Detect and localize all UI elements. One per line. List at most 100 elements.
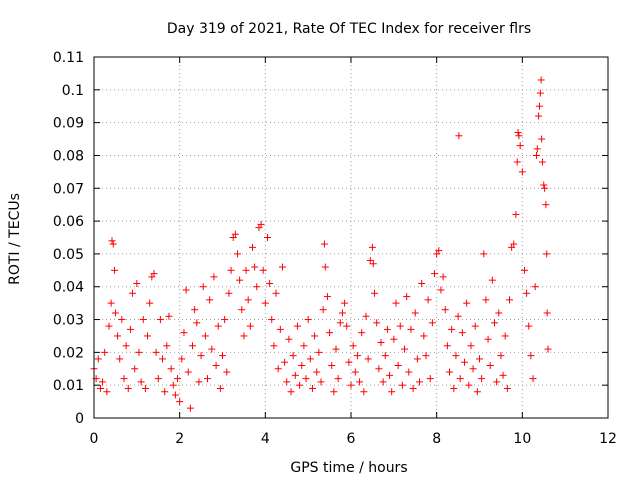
data-point (156, 316, 164, 324)
data-point (287, 388, 295, 396)
data-point (503, 384, 511, 392)
grid-lines (94, 57, 608, 418)
data-point (283, 378, 291, 386)
data-point (259, 266, 267, 274)
data-points (90, 76, 552, 412)
data-point (94, 355, 102, 363)
data-point (538, 135, 546, 143)
data-point (231, 230, 239, 238)
data-point (533, 145, 541, 153)
data-point (501, 332, 509, 340)
data-point (458, 329, 466, 337)
data-point (219, 352, 226, 360)
data-point (486, 361, 494, 369)
data-point (321, 263, 329, 271)
data-point (176, 398, 184, 406)
data-point (413, 355, 421, 363)
data-point (375, 365, 383, 373)
data-point (289, 352, 297, 360)
data-point (529, 375, 537, 383)
data-point (480, 250, 488, 258)
data-point (291, 371, 299, 379)
data-point (266, 279, 274, 287)
data-point (435, 247, 443, 255)
data-point (455, 132, 463, 140)
data-point (268, 316, 276, 324)
x-axis-label: GPS time / hours (290, 460, 407, 476)
data-point (379, 378, 387, 386)
y-tick-label: 0.07 (53, 181, 84, 197)
data-point (394, 361, 402, 369)
data-point (495, 309, 503, 317)
data-point (103, 388, 111, 396)
data-point (532, 151, 540, 159)
data-point (420, 332, 428, 340)
data-point (261, 299, 269, 307)
data-point (518, 168, 526, 176)
data-point (469, 365, 477, 373)
data-point (356, 378, 364, 386)
data-point (313, 368, 321, 376)
data-point (135, 348, 143, 356)
data-point (328, 361, 336, 369)
data-point (443, 342, 451, 350)
data-point (535, 102, 543, 110)
x-tick-label: 2 (175, 431, 184, 447)
data-point (515, 132, 523, 140)
data-point (452, 352, 460, 360)
data-point (338, 309, 346, 317)
data-point (377, 339, 385, 347)
data-point (201, 332, 209, 340)
data-point (514, 128, 522, 136)
data-point (386, 371, 394, 379)
data-point (189, 342, 197, 350)
data-point (304, 316, 312, 324)
data-point (345, 358, 353, 366)
data-point (311, 332, 319, 340)
data-point (482, 296, 490, 304)
y-tick-label: 0.02 (53, 345, 84, 361)
data-point (101, 348, 109, 356)
data-point (371, 289, 379, 297)
data-point (131, 365, 139, 373)
data-point (441, 306, 449, 314)
data-point (191, 306, 199, 314)
data-point (351, 368, 359, 376)
data-point (381, 352, 389, 360)
data-point (431, 270, 439, 278)
data-point (536, 89, 544, 97)
data-point (193, 319, 201, 327)
data-point (454, 312, 462, 320)
data-point (473, 388, 481, 396)
data-point (366, 256, 374, 264)
data-point (244, 296, 252, 304)
y-axis-label: ROTI / TECUs (7, 193, 23, 285)
y-tick-label: 0.09 (53, 116, 84, 132)
data-point (272, 289, 280, 297)
y-tick-label: 0.05 (53, 247, 84, 263)
data-point (105, 322, 113, 330)
data-point (242, 266, 250, 274)
chart-title: Day 319 of 2021, Rate Of TEC Index for r… (167, 21, 531, 37)
data-point (180, 329, 188, 337)
data-point (405, 368, 413, 376)
y-tick-label: 0.04 (53, 280, 84, 296)
data-point (543, 250, 551, 258)
data-point (516, 142, 524, 150)
x-tick-label: 0 (90, 431, 99, 447)
data-point (118, 316, 126, 324)
data-point (182, 286, 190, 294)
data-point (111, 309, 119, 317)
data-point (411, 309, 419, 317)
data-point (236, 276, 244, 284)
data-point (308, 384, 316, 392)
data-point (422, 352, 430, 360)
data-point (369, 260, 377, 268)
data-point (523, 289, 531, 297)
data-point (323, 293, 331, 301)
data-point (497, 352, 505, 360)
data-point (129, 289, 137, 297)
data-point (206, 296, 214, 304)
data-point (167, 365, 175, 373)
x-tick-label: 8 (432, 431, 441, 447)
